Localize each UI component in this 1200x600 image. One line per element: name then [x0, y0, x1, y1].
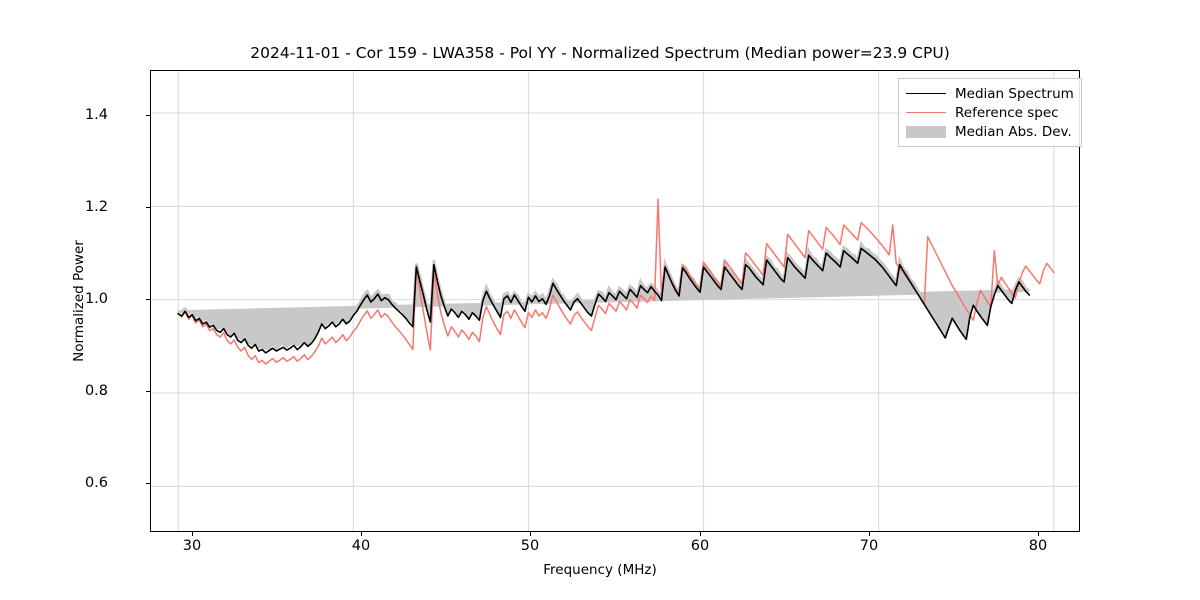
ytick-mark: [146, 391, 150, 392]
xtick-mark: [192, 532, 193, 536]
xtick-mark: [1038, 532, 1039, 536]
xtick-mark: [361, 532, 362, 536]
xtick-mark: [869, 532, 870, 536]
legend-swatch-reference-spec: [906, 106, 946, 120]
x-axis-label: Frequency (MHz): [543, 562, 657, 578]
xtick-label-0: 30: [182, 538, 202, 554]
xtick-mark: [700, 532, 701, 536]
ytick-label-0: 0.6: [84, 475, 108, 491]
plot-area[interactable]: [150, 70, 1080, 532]
legend-swatch-median-abs-dev: [906, 125, 946, 139]
ytick-label-2: 1.0: [84, 291, 108, 307]
legend[interactable]: Median Spectrum Reference spec Median Ab…: [898, 78, 1082, 147]
legend-label-median-abs-dev: Median Abs. Dev.: [955, 123, 1072, 140]
ytick-mark: [146, 207, 150, 208]
xtick-label-3: 60: [690, 538, 710, 554]
legend-label-median-spectrum: Median Spectrum: [955, 85, 1074, 102]
ytick-mark: [146, 115, 150, 116]
ytick-label-3: 1.2: [84, 199, 108, 215]
y-axis-label: Normalized Power: [71, 240, 87, 362]
xtick-label-5: 80: [1028, 538, 1048, 554]
xtick-label-4: 70: [859, 538, 879, 554]
xtick-label-1: 40: [351, 538, 371, 554]
median-spectrum-line: [177, 247, 1031, 354]
plot-svg: [151, 71, 1079, 531]
mad-band: [178, 240, 1030, 350]
ytick-label-4: 1.4: [84, 107, 108, 123]
ytick-label-1: 0.8: [84, 383, 108, 399]
xtick-label-2: 50: [520, 538, 540, 554]
legend-swatch-median-spectrum: [906, 87, 946, 101]
page-title: 2024-11-01 - Cor 159 - LWA358 - Pol YY -…: [250, 44, 950, 62]
xtick-mark: [530, 532, 531, 536]
legend-item-median-spectrum[interactable]: Median Spectrum: [906, 84, 1074, 103]
legend-label-reference-spec: Reference spec: [955, 104, 1059, 121]
legend-item-reference-spec[interactable]: Reference spec: [906, 103, 1074, 122]
ytick-mark: [146, 299, 150, 300]
legend-item-median-abs-dev[interactable]: Median Abs. Dev.: [906, 122, 1074, 141]
ytick-mark: [146, 483, 150, 484]
